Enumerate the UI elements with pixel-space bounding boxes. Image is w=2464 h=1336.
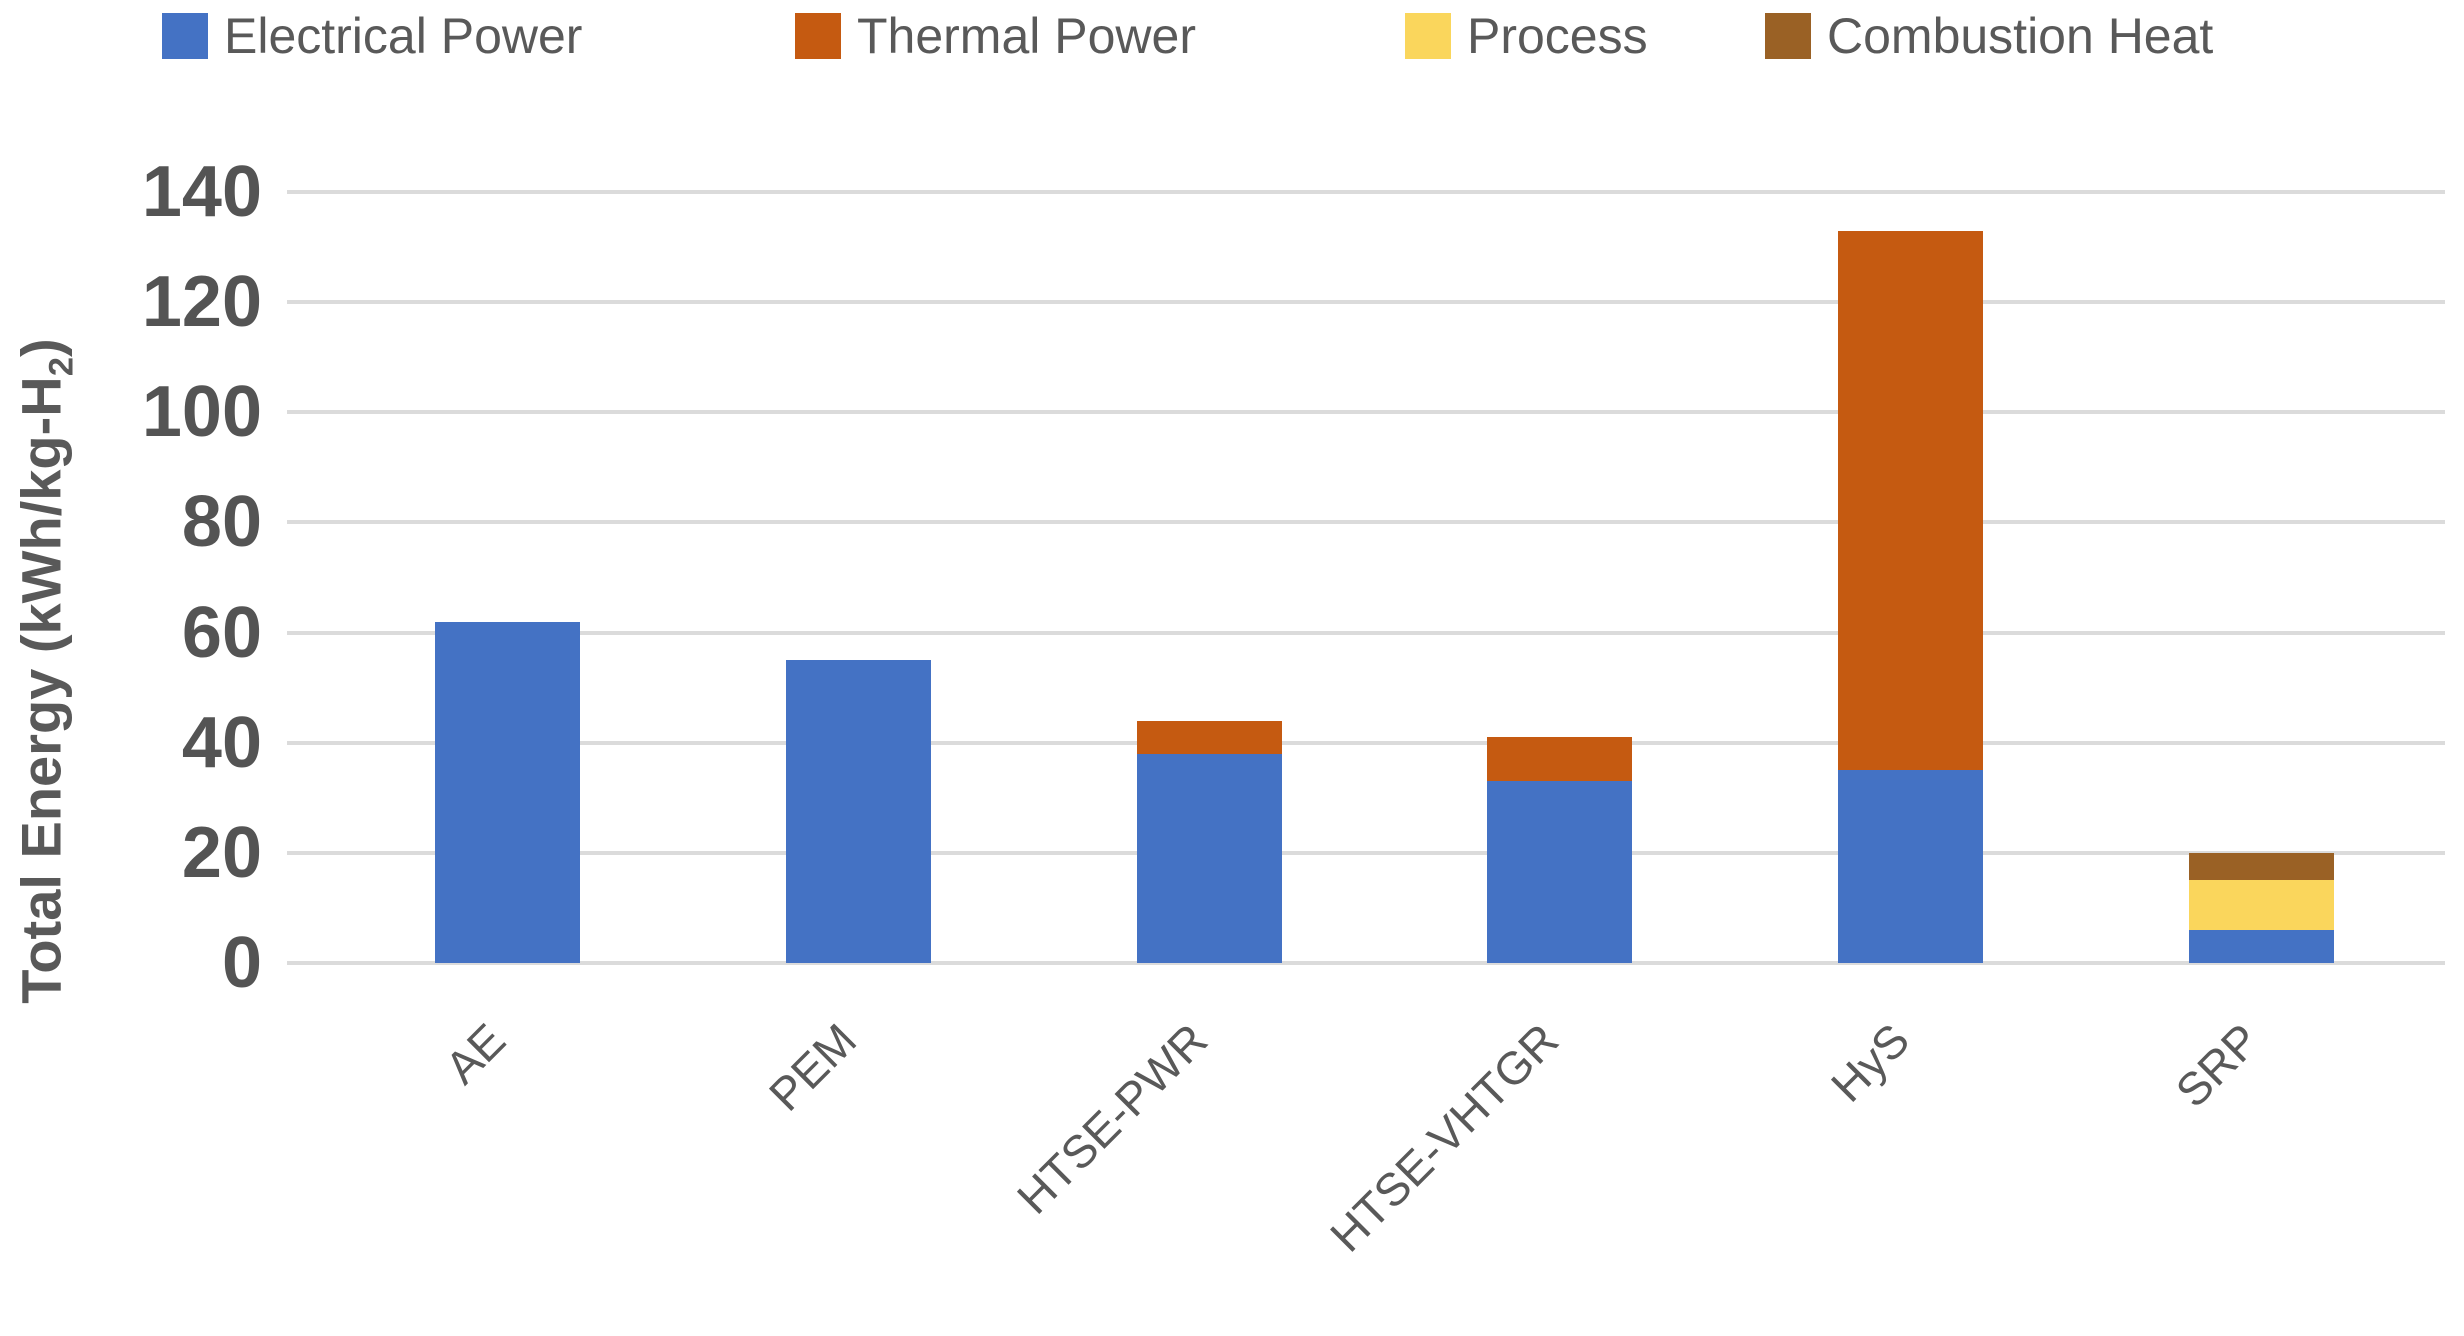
bar-hys bbox=[1838, 230, 1984, 963]
bar-segment-srp-process bbox=[2188, 880, 2334, 930]
chart-legend: Electrical Power Thermal Power Process Comb… bbox=[0, 0, 2464, 90]
gridline-y-120 bbox=[287, 300, 2445, 305]
y-tick-label-40: 40 bbox=[181, 702, 262, 783]
bar-ae bbox=[434, 621, 580, 963]
gridline-y-60 bbox=[287, 630, 2445, 635]
x-tick-label-pem: PEM bbox=[759, 1013, 867, 1121]
bar-segment-hys-electrical-power bbox=[1838, 770, 1984, 963]
legend-swatch-icon-process bbox=[1405, 13, 1451, 59]
bar-segment-htse-vhtgr-thermal-power bbox=[1487, 737, 1633, 782]
y-tick-label-20: 20 bbox=[181, 812, 262, 893]
legend-label-process: Process bbox=[1467, 8, 1648, 64]
bar-segment-hys-thermal-power bbox=[1838, 230, 1984, 771]
bar-segment-ae-electrical-power bbox=[434, 621, 580, 963]
y-tick-label-140: 140 bbox=[141, 152, 262, 232]
legend-swatch-icon-combustion-heat bbox=[1765, 13, 1811, 59]
x-tick-label-htse-vhtgr: HTSE-VHTGR bbox=[1319, 1013, 1568, 1262]
gridline-y-20 bbox=[287, 850, 2445, 855]
y-tick-label-0: 0 bbox=[221, 923, 262, 1003]
bar-htse-pwr bbox=[1136, 720, 1282, 963]
bar-segment-srp-combustion-heat bbox=[2188, 852, 2334, 881]
legend-swatch-icon-thermal-power bbox=[795, 13, 841, 59]
legend-swatch-icon-electrical-power bbox=[162, 13, 208, 59]
bar-segment-htse-pwr-electrical-power bbox=[1136, 753, 1282, 963]
y-tick-label-100: 100 bbox=[141, 372, 262, 453]
legend-label-combustion-heat: Combustion Heat bbox=[1827, 8, 2214, 64]
gridline-y-0 bbox=[287, 961, 2445, 965]
legend-item-thermal-power: Thermal Power bbox=[795, 10, 1196, 62]
y-tick-label-60: 60 bbox=[181, 592, 262, 673]
legend-label-thermal-power: Thermal Power bbox=[857, 8, 1196, 64]
x-tick-label-htse-pwr: HTSE-PWR bbox=[1006, 1013, 1218, 1224]
bar-segment-pem-electrical-power bbox=[785, 660, 931, 963]
bar-htse-vhtgr bbox=[1487, 737, 1633, 963]
legend-item-combustion-heat: Combustion Heat bbox=[1765, 10, 2213, 62]
y-tick-label-120: 120 bbox=[141, 262, 262, 343]
bar-segment-htse-vhtgr-electrical-power bbox=[1487, 781, 1633, 963]
x-tick-label-hys: HyS bbox=[1820, 1013, 1919, 1112]
gridline-y-100 bbox=[287, 410, 2445, 415]
gridline-y-80 bbox=[287, 520, 2445, 525]
y-tick-label-80: 80 bbox=[181, 482, 262, 563]
legend-item-electrical-power: Electrical Power bbox=[162, 10, 582, 62]
bar-srp bbox=[2188, 852, 2334, 963]
legend-item-process: Process bbox=[1405, 10, 1648, 62]
bar-pem bbox=[785, 660, 931, 963]
bar-segment-htse-pwr-thermal-power bbox=[1136, 720, 1282, 754]
bar-segment-srp-electrical-power bbox=[2188, 929, 2334, 963]
x-tick-label-srp: SRP bbox=[2165, 1013, 2270, 1118]
gridline-y-40 bbox=[287, 740, 2445, 745]
legend-label-electrical-power: Electrical Power bbox=[224, 8, 583, 64]
x-tick-label-ae: AE bbox=[435, 1013, 516, 1094]
gridline-y-140 bbox=[287, 190, 2445, 194]
